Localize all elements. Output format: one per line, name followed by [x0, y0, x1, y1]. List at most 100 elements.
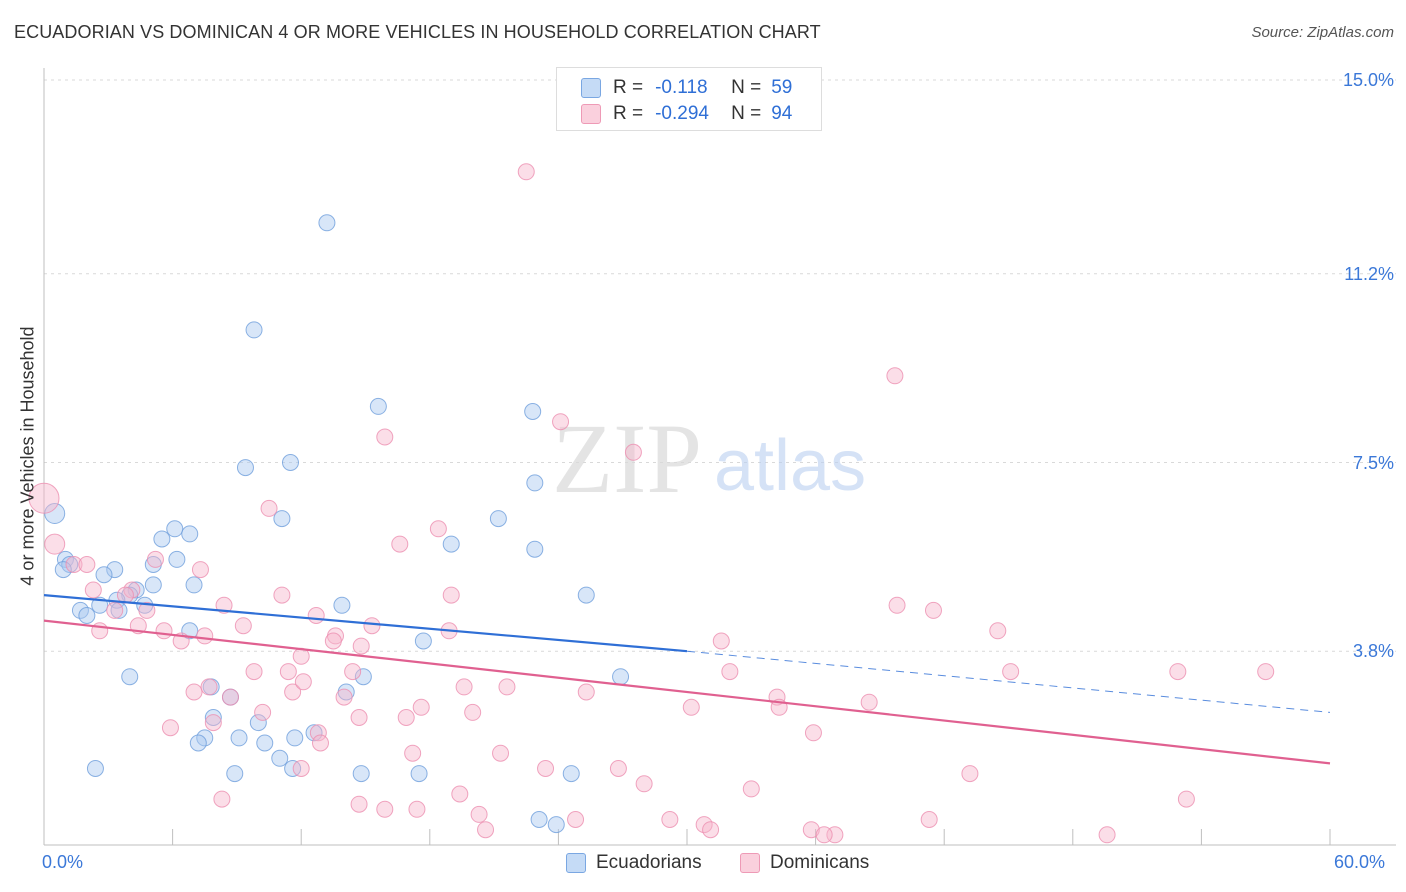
- legend-n-value-ecuadorians: 59: [771, 77, 793, 98]
- watermark-atlas: atlas: [714, 426, 866, 506]
- point-dominicans: [335, 688, 353, 706]
- point-dominicans: [404, 744, 422, 762]
- point-dominicans: [477, 821, 495, 839]
- point-dominicans: [1002, 663, 1020, 681]
- watermark: ZIP atlas: [552, 403, 866, 514]
- point-dominicans: [552, 413, 570, 431]
- gridlines: [44, 79, 1396, 652]
- point-dominicans: [279, 663, 297, 681]
- point-ecuadorians: [273, 510, 291, 528]
- point-dominicans: [65, 556, 83, 573]
- point-dominicans: [260, 499, 278, 517]
- point-dominicans: [429, 520, 447, 538]
- legend-r-value-dominicans: -0.294: [655, 103, 709, 124]
- legend-swatch-dominicans: [740, 853, 760, 873]
- point-dominicans: [498, 678, 516, 696]
- point-ecuadorians: [577, 586, 595, 604]
- point-ecuadorians: [271, 749, 289, 767]
- point-dominicans: [1169, 663, 1187, 681]
- point-dominicans: [442, 586, 460, 604]
- y-axis-label: 4 or more Vehicles in Household: [17, 326, 38, 586]
- point-ecuadorians: [612, 668, 630, 686]
- point-dominicans: [106, 601, 124, 619]
- point-dominicans: [517, 163, 535, 181]
- point-ecuadorians: [284, 760, 302, 777]
- point-dominicans: [567, 811, 585, 828]
- point-dominicans: [78, 556, 96, 573]
- point-dominicans: [455, 678, 473, 696]
- point-dominicans: [161, 719, 179, 737]
- point-dominicans: [213, 790, 231, 808]
- point-ecuadorians: [526, 540, 544, 558]
- point-dominicans: [44, 533, 66, 555]
- point-ecuadorians: [256, 734, 274, 752]
- point-ecuadorians: [547, 816, 565, 834]
- legend-row-ecuadorians: R = -0.118 N = 59: [581, 75, 792, 101]
- point-ecuadorians: [352, 765, 370, 783]
- point-ecuadorians: [144, 576, 162, 594]
- trend-line-ecuadorians-extension: [686, 650, 1331, 713]
- point-dominicans: [886, 367, 904, 385]
- point-ecuadorians: [562, 765, 580, 783]
- legend-item-dominicans[interactable]: Dominicans: [740, 852, 869, 874]
- chart-title: ECUADORIAN VS DOMINICAN 4 OR MORE VEHICL…: [14, 22, 821, 42]
- point-dominicans: [376, 800, 394, 818]
- point-dominicans: [1098, 826, 1116, 844]
- x-tick-label-min: 0.0%: [42, 852, 84, 872]
- point-dominicans: [451, 785, 469, 803]
- point-ecuadorians: [333, 596, 351, 614]
- point-dominicans: [234, 617, 252, 635]
- point-ecuadorians: [168, 550, 186, 568]
- point-dominicans: [191, 561, 209, 579]
- point-dominicans: [352, 637, 370, 655]
- point-dominicans: [155, 622, 173, 640]
- point-dominicans: [924, 601, 942, 619]
- legend-label-ecuadorians: Ecuadorians: [596, 852, 702, 873]
- point-dominicans: [350, 795, 368, 813]
- point-dominicans: [309, 724, 327, 742]
- point-dominicans: [1177, 790, 1195, 808]
- point-ecuadorians: [106, 561, 124, 579]
- point-dominicans: [1257, 663, 1275, 681]
- point-dominicans: [464, 703, 482, 721]
- point-ecuadorians: [236, 459, 254, 477]
- point-ecuadorians: [305, 724, 323, 742]
- point-ecuadorians: [410, 765, 428, 783]
- point-dominicans: [412, 698, 430, 716]
- point-dominicans: [294, 673, 312, 691]
- point-dominicans: [363, 617, 381, 635]
- point-dominicans: [470, 805, 488, 823]
- data-points: [28, 163, 1275, 844]
- legend-swatch-dominicans: [581, 104, 601, 124]
- legend-n-label: N =: [731, 77, 762, 98]
- point-dominicans: [635, 775, 653, 793]
- point-dominicans: [721, 663, 739, 681]
- point-ecuadorians: [226, 765, 244, 783]
- point-dominicans: [920, 811, 938, 828]
- source-credit: Source: ZipAtlas.com: [1251, 24, 1394, 41]
- axes: [43, 68, 1396, 846]
- y-tick-label: 11.2%: [1344, 263, 1394, 284]
- point-dominicans: [397, 709, 415, 726]
- point-dominicans: [245, 663, 263, 681]
- y-tick-label: 7.5%: [1352, 452, 1394, 473]
- legend-r-label: R =: [613, 103, 644, 124]
- point-ecuadorians: [281, 454, 299, 471]
- point-dominicans: [185, 683, 203, 701]
- point-dominicans: [324, 632, 342, 650]
- point-dominicans: [221, 688, 239, 706]
- point-dominicans: [284, 683, 302, 701]
- point-ecuadorians: [530, 811, 548, 828]
- point-ecuadorians: [489, 510, 507, 528]
- point-dominicans: [609, 760, 627, 777]
- point-dominicans: [273, 586, 291, 604]
- watermark-zip: ZIP: [552, 403, 702, 514]
- point-ecuadorians: [166, 520, 184, 538]
- legend-item-ecuadorians[interactable]: Ecuadorians: [566, 852, 702, 874]
- trend-line-dominicans: [43, 619, 1331, 765]
- point-dominicans: [661, 811, 679, 828]
- point-dominicans: [391, 535, 409, 553]
- point-dominicans: [802, 821, 820, 839]
- legend-label-dominicans: Dominicans: [770, 852, 870, 873]
